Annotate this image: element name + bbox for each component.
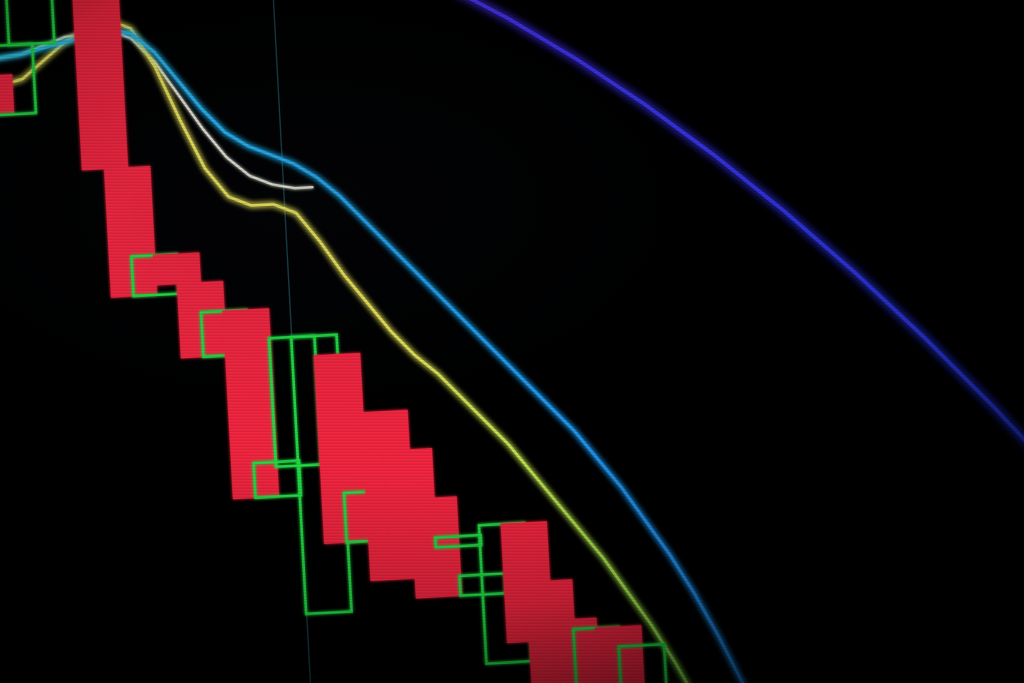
candle-body-bear <box>313 352 371 545</box>
candle-body-bear <box>103 165 158 298</box>
candle-body-bear <box>153 252 202 286</box>
